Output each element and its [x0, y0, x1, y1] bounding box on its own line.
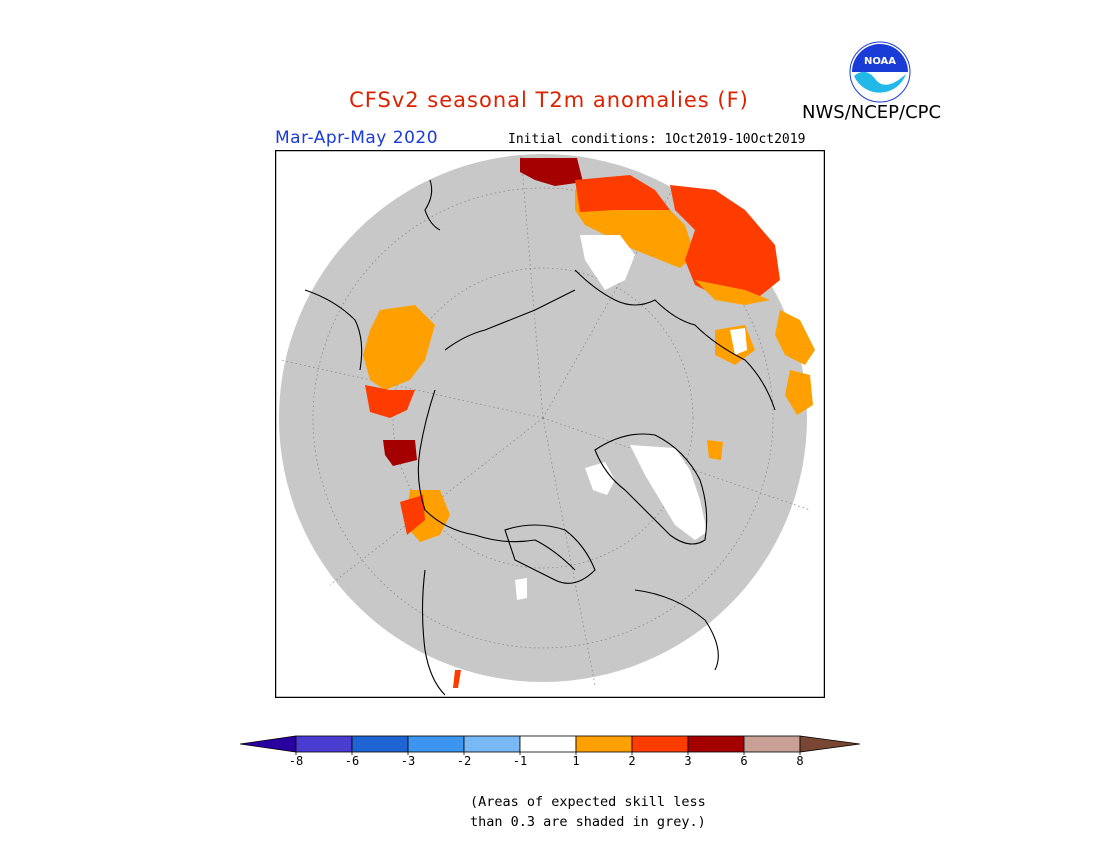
- anomaly-patches: [363, 158, 815, 688]
- coastline: [634, 589, 719, 671]
- colorbar-tick-label: 3: [684, 754, 691, 768]
- colorbar-segment: [295, 735, 353, 753]
- skill-note-line-2: than 0.3 are shaded in grey.): [470, 814, 706, 830]
- coastline: [304, 289, 363, 371]
- coastline: [417, 389, 576, 571]
- colorbar-svg: -8 -6 -3 -2 -1 1 2 3 6 8: [239, 735, 861, 768]
- colorbar-segment: [463, 735, 521, 753]
- anomaly-patch-white: [585, 462, 615, 495]
- initial-conditions-label: Initial conditions: 1Oct2019-10Oct2019: [508, 132, 806, 147]
- latitude-circle: [392, 267, 694, 569]
- map-title: CFSv2 seasonal T2m anomalies (F): [0, 88, 1100, 112]
- colorbar-arrow-right: [799, 735, 861, 753]
- colorbar-tick-label: -8: [289, 754, 303, 768]
- anomaly-patch-white: [515, 578, 527, 600]
- colorbar-tick-label: -6: [345, 754, 359, 768]
- anomaly-patch-red-orange: [453, 670, 461, 688]
- colorbar-segment: [743, 735, 801, 753]
- skill-note: (Areas of expected skill less than 0.3 a…: [470, 792, 730, 832]
- anomaly-patch-orange: [775, 310, 815, 365]
- anomaly-patch-white: [730, 328, 747, 355]
- logo-text: NOAA: [864, 56, 896, 67]
- coastline: [444, 289, 576, 351]
- map-title-text: CFSv2 seasonal T2m anomalies (F): [349, 88, 749, 112]
- coastlines: [304, 179, 776, 696]
- season-label: Mar-Apr-May 2020: [275, 128, 439, 148]
- colorbar-segment: [575, 735, 633, 753]
- polar-map: [274, 149, 826, 699]
- anomaly-patch-white: [630, 445, 707, 540]
- coastline-greenland: [594, 433, 708, 545]
- coastline: [421, 569, 446, 696]
- skill-note-line-1: (Areas of expected skill less: [470, 794, 706, 810]
- colorbar-segment: [351, 735, 409, 753]
- meridian-line: [520, 153, 544, 419]
- colorbar-tick-label: 6: [740, 754, 747, 768]
- meridian-line: [542, 417, 811, 511]
- anomaly-patch-orange: [785, 370, 813, 415]
- colorbar-segment: [631, 735, 689, 753]
- colorbar-segment: [407, 735, 465, 753]
- colorbar-tick-label: -3: [401, 754, 415, 768]
- anomaly-patch-white: [580, 235, 635, 290]
- colorbar-arrow-left: [239, 735, 297, 753]
- noaa-logo-icon: NOAA: [849, 41, 911, 103]
- anomaly-patch-red-orange: [400, 495, 425, 535]
- polar-map-svg: [274, 149, 826, 699]
- anomaly-patch-dark-red: [383, 440, 417, 466]
- colorbar-tick-label: 2: [628, 754, 635, 768]
- map-frame: [274, 149, 826, 699]
- colorbar-tick-label: -2: [457, 754, 471, 768]
- colorbar: -8 -6 -3 -2 -1 1 2 3 6 8: [239, 732, 861, 772]
- colorbar-segment: [519, 735, 577, 753]
- organization-label: NWS/NCEP/CPC: [802, 102, 942, 123]
- meridian-line: [542, 417, 596, 686]
- anomaly-patch-orange: [695, 280, 770, 305]
- anomaly-patch-red-orange: [575, 175, 670, 212]
- anomaly-patch-red-orange: [670, 185, 780, 300]
- coastline: [504, 524, 596, 584]
- anomaly-patch-orange: [363, 305, 435, 390]
- coastline: [574, 269, 776, 411]
- anomaly-patch-dark-red: [520, 158, 583, 186]
- coastline: [424, 179, 441, 231]
- anomaly-patch-orange: [707, 440, 723, 460]
- latitude-circle: [312, 187, 774, 649]
- colorbar-tick-label: 1: [572, 754, 579, 768]
- colorbar-tick-label: 8: [796, 754, 803, 768]
- colorbar-segment: [687, 735, 745, 753]
- colorbar-tick-label: -1: [513, 754, 527, 768]
- anomaly-patch-red-orange: [365, 385, 415, 418]
